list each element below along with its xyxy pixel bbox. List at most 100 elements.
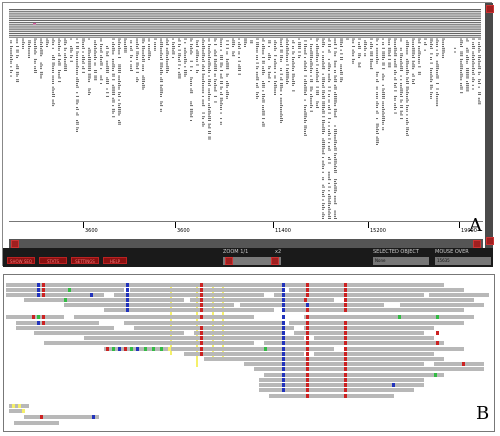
scroll-up-button[interactable]: [486, 5, 494, 13]
aligned-read[interactable]: [344, 347, 464, 351]
aligned-read[interactable]: [130, 288, 284, 292]
aligned-read[interactable]: [114, 293, 264, 297]
read-fragment: [322, 109, 324, 110]
read-fragment: [351, 16, 357, 17]
aligned-read[interactable]: [84, 336, 304, 340]
aligned-read[interactable]: [64, 303, 234, 307]
read-fragment: [178, 55, 181, 56]
read-fragment: [328, 107, 330, 108]
read-fragment: [33, 31, 39, 32]
aligned-read[interactable]: [6, 315, 64, 319]
read-fragment: [189, 28, 195, 29]
read-fragment: [88, 59, 91, 60]
read-fragment: [375, 13, 381, 14]
aligned-read[interactable]: [32, 283, 304, 287]
read-fragment: [214, 70, 217, 71]
read-fragment: [436, 76, 439, 77]
read-fragment: [292, 65, 294, 66]
stats-button[interactable]: STATS: [39, 257, 67, 264]
read-fragment: [58, 63, 61, 64]
aligned-read[interactable]: [14, 421, 59, 425]
read-fragment: [460, 74, 463, 75]
aligned-read[interactable]: [244, 362, 424, 366]
read-fragment: [220, 66, 222, 67]
aligned-read[interactable]: [194, 331, 284, 335]
aligned-read[interactable]: [289, 288, 464, 292]
aligned-read[interactable]: [294, 331, 424, 335]
read-fragment: [22, 42, 25, 43]
zoom-in-button[interactable]: [271, 257, 279, 265]
read-fragment: [208, 139, 211, 140]
aligned-read[interactable]: [314, 352, 434, 356]
show-seq-button[interactable]: SHOW SEQ: [7, 257, 35, 264]
read-fragment: [244, 42, 247, 43]
settings-button[interactable]: SETTINGS: [71, 257, 99, 264]
aligned-read[interactable]: [254, 367, 484, 371]
read-fragment: [15, 29, 21, 30]
scroll-right-button[interactable]: [473, 240, 481, 248]
aligned-read[interactable]: [134, 326, 294, 330]
aligned-read[interactable]: [124, 321, 284, 325]
read-fragment: [459, 13, 465, 14]
aligned-read[interactable]: [240, 303, 384, 307]
read-fragment: [226, 85, 229, 86]
vertical-scrollbar[interactable]: [485, 3, 493, 248]
read-fragment: [274, 89, 276, 90]
scroll-left-button[interactable]: [11, 240, 19, 248]
read-fragment: [316, 57, 318, 58]
aligned-read[interactable]: [16, 321, 99, 325]
scroll-down-button[interactable]: [486, 237, 494, 245]
aligned-read[interactable]: [304, 283, 444, 287]
read-fragment: [207, 33, 213, 34]
read-fragment: [316, 102, 319, 103]
aligned-read[interactable]: [44, 341, 254, 345]
aligned-read[interactable]: [190, 298, 334, 302]
read-fragment: [172, 53, 175, 54]
read-fragment: [213, 31, 219, 32]
aligned-read[interactable]: [289, 321, 464, 325]
aligned-read[interactable]: [284, 308, 464, 312]
aligned-read[interactable]: [274, 293, 424, 297]
read-fragment: [94, 59, 96, 60]
aligned-read[interactable]: [16, 326, 114, 330]
read-fragment: [310, 55, 313, 56]
read-fragment: [466, 52, 469, 53]
read-fragment: [327, 33, 333, 34]
aligned-read[interactable]: [304, 326, 434, 330]
zoom-slider[interactable]: [223, 257, 281, 265]
aligned-read[interactable]: [434, 362, 484, 366]
read-alignment-view[interactable]: [9, 7, 481, 221]
variant-marker: [344, 326, 347, 330]
aligned-read[interactable]: [264, 373, 444, 377]
read-fragment: [273, 20, 279, 21]
zoom-out-button[interactable]: [225, 257, 233, 265]
read-fragment: [333, 29, 339, 30]
aligned-read[interactable]: [34, 331, 184, 335]
variant-marker: [344, 331, 347, 335]
aligned-read[interactable]: [314, 336, 434, 340]
read-fragment: [309, 31, 315, 32]
aligned-read[interactable]: [269, 394, 394, 398]
aligned-read[interactable]: [6, 288, 124, 292]
aligned-read[interactable]: [204, 357, 444, 361]
read-pileup-detail[interactable]: [4, 275, 494, 431]
aligned-read[interactable]: [104, 308, 274, 312]
read-fragment: [418, 52, 421, 53]
read-fragment: [52, 55, 54, 56]
aligned-read[interactable]: [74, 315, 254, 319]
help-button[interactable]: HELP: [103, 257, 127, 264]
aligned-read[interactable]: [24, 298, 184, 302]
aligned-read[interactable]: [344, 298, 474, 302]
read-fragment: [291, 18, 297, 19]
read-fragment: [334, 188, 337, 189]
read-fragment: [219, 26, 225, 27]
aligned-read[interactable]: [400, 303, 484, 307]
horizontal-scrollbar[interactable]: [9, 239, 483, 248]
aligned-read[interactable]: [429, 293, 489, 297]
read-fragment: [297, 28, 303, 29]
read-fragment: [130, 65, 132, 66]
read-fragment: [417, 13, 423, 14]
aligned-read[interactable]: [264, 341, 444, 345]
aligned-read[interactable]: [304, 315, 474, 319]
aligned-read[interactable]: [24, 415, 99, 419]
